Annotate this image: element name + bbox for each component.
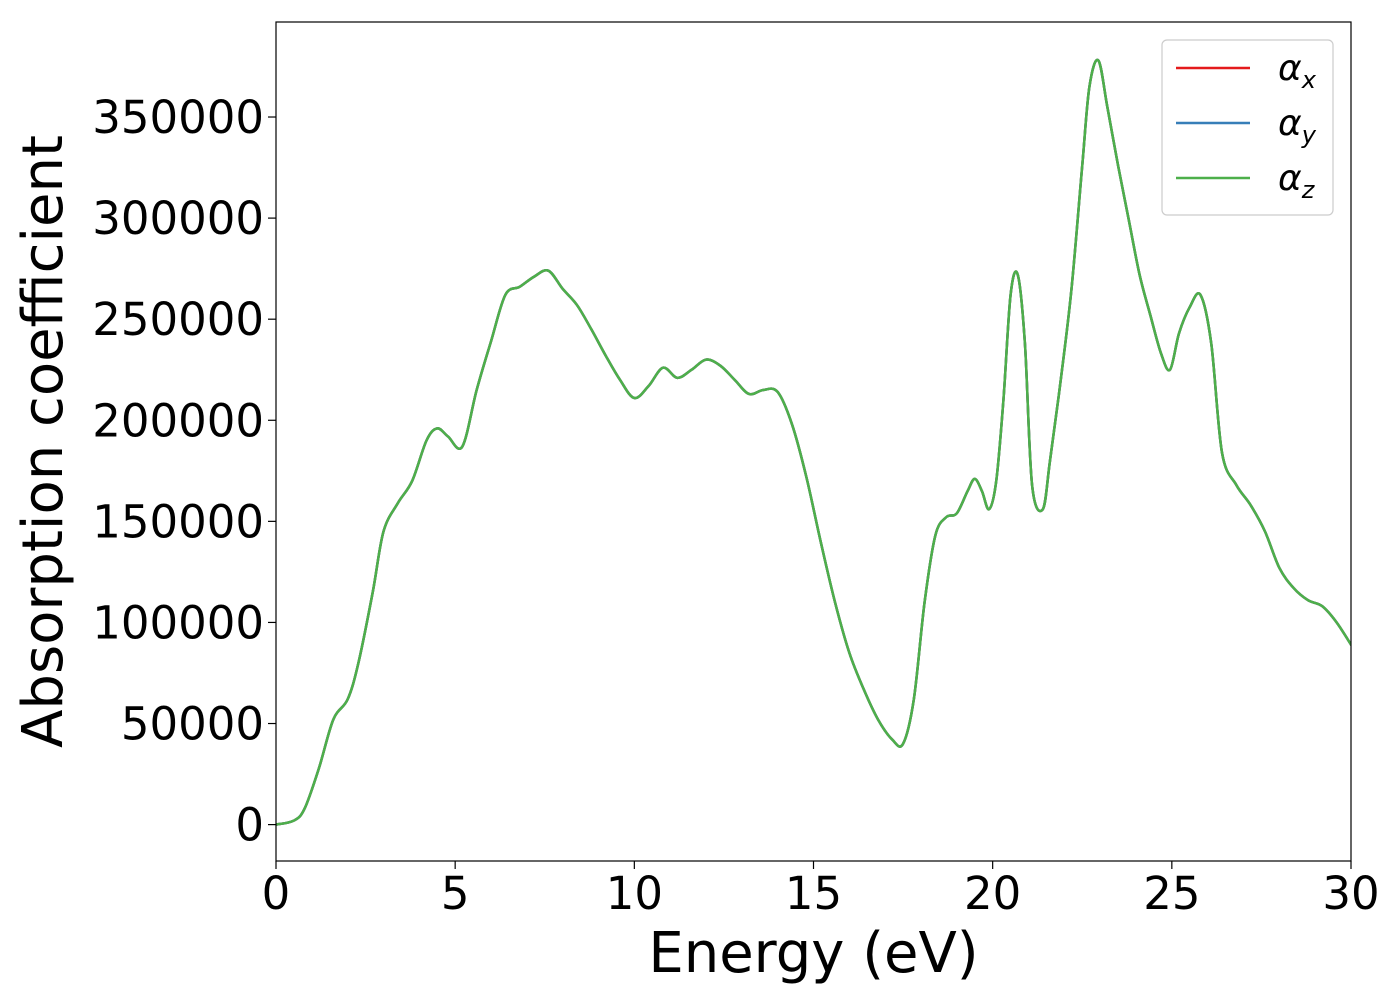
x-tick-label: 0 — [262, 867, 291, 920]
x-tick-label: 30 — [1322, 867, 1379, 920]
x-tick-label: 5 — [441, 867, 470, 920]
legend-label: αz — [1278, 158, 1316, 204]
x-tick-label: 10 — [606, 867, 663, 920]
y-tick-label: 0 — [235, 799, 264, 852]
y-tick-label: 150000 — [92, 495, 264, 548]
legend-label-subscript: y — [1301, 121, 1317, 149]
y-tick-label: 100000 — [92, 596, 264, 649]
axes: 0 5 10 15 20 25 30 0 50000 100000 150000 200000 2500… — [11, 21, 1380, 986]
legend-label-subscript: x — [1301, 66, 1317, 94]
y-tick-label: 300000 — [92, 192, 264, 245]
legend-label: αx — [1278, 48, 1317, 94]
x-axis-label: Energy (eV) — [648, 921, 978, 986]
legend-label: αy — [1278, 103, 1317, 149]
y-axis-label: Absorption coefficient — [11, 135, 76, 748]
legend-label-base: α — [1278, 103, 1302, 144]
legend-label-subscript: z — [1301, 176, 1316, 204]
plot-area — [276, 58, 1351, 826]
y-tick-label: 350000 — [92, 91, 264, 144]
legend-label-base: α — [1278, 158, 1302, 199]
x-tick-label: 15 — [785, 867, 842, 920]
x-tick-label: 25 — [1143, 867, 1200, 920]
y-tick-label: 200000 — [92, 394, 264, 447]
legend-label-base: α — [1278, 48, 1302, 89]
y-tick-label: 250000 — [92, 293, 264, 346]
legend-box — [1161, 39, 1334, 216]
series-line-3 — [276, 58, 1351, 826]
y-tick-label: 50000 — [121, 698, 264, 751]
x-tick-label: 20 — [964, 867, 1021, 920]
